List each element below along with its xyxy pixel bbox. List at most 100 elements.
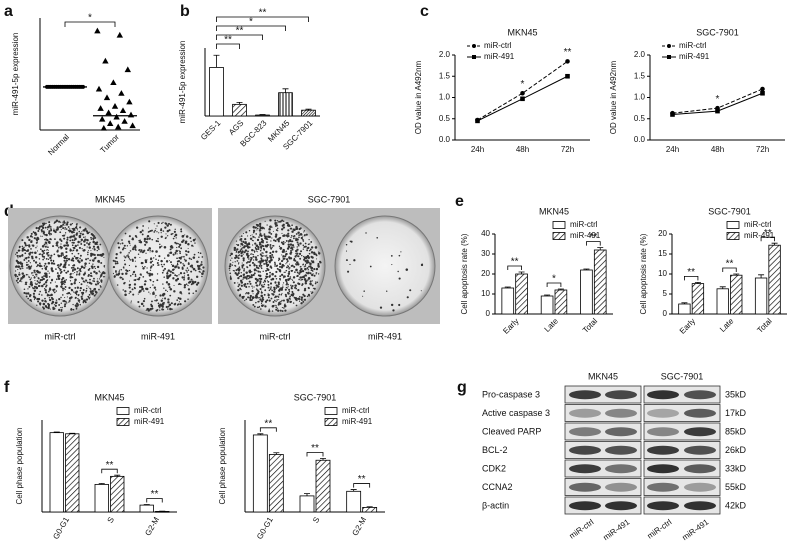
colony: [66, 221, 69, 224]
error-bar: [304, 493, 310, 496]
colony: [121, 272, 124, 276]
colony: [234, 256, 237, 260]
colony: [137, 278, 140, 281]
colony: [61, 280, 63, 283]
colony: [123, 245, 125, 247]
x-tick-label: GES-1: [199, 118, 223, 142]
colony: [31, 251, 34, 254]
colony: [259, 296, 261, 299]
colony: [287, 245, 291, 249]
panel-label: f: [4, 379, 10, 396]
colony: [243, 268, 245, 270]
bar: [209, 67, 224, 117]
blot-band: [605, 445, 637, 455]
colony: [236, 260, 239, 262]
colony: [86, 285, 88, 287]
colony: [23, 259, 26, 261]
colony: [362, 295, 364, 297]
colony: [300, 267, 303, 271]
x-tick-label: G2-M: [350, 515, 368, 537]
colony: [29, 294, 32, 297]
colony: [263, 233, 266, 235]
colony: [150, 265, 153, 268]
colony: [284, 309, 287, 312]
colony: [104, 276, 106, 278]
colony: [263, 248, 265, 250]
bar: [540, 295, 554, 315]
colony: [146, 259, 148, 261]
colony: [278, 259, 280, 262]
colony: [252, 253, 254, 256]
colony: [62, 289, 64, 292]
colony: [363, 290, 365, 292]
colony: [280, 293, 283, 296]
colony: [27, 297, 29, 299]
colony: [44, 288, 46, 290]
colony: [299, 269, 302, 272]
colony: [281, 265, 284, 268]
colony: [17, 268, 19, 271]
colony: [42, 232, 45, 235]
colony: [71, 222, 74, 225]
colony: [293, 265, 296, 268]
colony: [306, 254, 310, 258]
colony: [169, 251, 173, 255]
colony: [15, 253, 17, 255]
colony: [90, 236, 92, 239]
colony: [174, 228, 176, 231]
colony: [254, 226, 257, 229]
significance-label: **: [726, 259, 734, 270]
colony: [289, 295, 291, 298]
colony: [34, 251, 37, 255]
colony: [295, 268, 298, 272]
colony: [279, 287, 282, 289]
colony: [263, 249, 266, 251]
y-tick-label: 40: [481, 229, 490, 238]
colony: [185, 283, 188, 286]
colony: [30, 277, 32, 279]
colony: [196, 260, 199, 264]
colony: [50, 228, 52, 230]
colony: [85, 258, 88, 261]
colony: [275, 270, 278, 274]
colony: [263, 263, 266, 265]
colony: [96, 278, 99, 280]
colony: [76, 267, 79, 270]
colony: [34, 271, 36, 274]
blot-band: [605, 501, 637, 511]
colony: [303, 231, 305, 233]
colony: [146, 238, 149, 241]
colony: [43, 275, 45, 277]
colony: [293, 228, 296, 232]
colony: [304, 287, 307, 290]
colony: [89, 241, 91, 244]
colony: [260, 234, 263, 237]
colony: [63, 237, 66, 240]
colony: [134, 244, 137, 247]
colony: [252, 293, 254, 295]
colony: [291, 278, 293, 280]
colony: [296, 264, 299, 266]
colony: [133, 279, 135, 281]
colony: [287, 223, 290, 226]
colony: [283, 271, 285, 273]
colony: [128, 269, 131, 272]
colony: [282, 240, 285, 243]
colony: [258, 223, 262, 226]
colony: [83, 250, 85, 252]
colony: [257, 300, 260, 303]
colony: [201, 275, 203, 278]
colony: [182, 239, 185, 242]
colony: [71, 235, 75, 238]
colony: [24, 281, 28, 284]
colony: [258, 260, 262, 263]
colony: [304, 259, 308, 263]
colony: [269, 259, 272, 262]
colony: [173, 230, 176, 233]
colony: [61, 294, 64, 296]
colony: [251, 248, 254, 252]
colony: [112, 272, 115, 275]
y-tick-label: 15: [658, 249, 667, 258]
colony: [269, 275, 271, 278]
colony: [307, 272, 310, 275]
